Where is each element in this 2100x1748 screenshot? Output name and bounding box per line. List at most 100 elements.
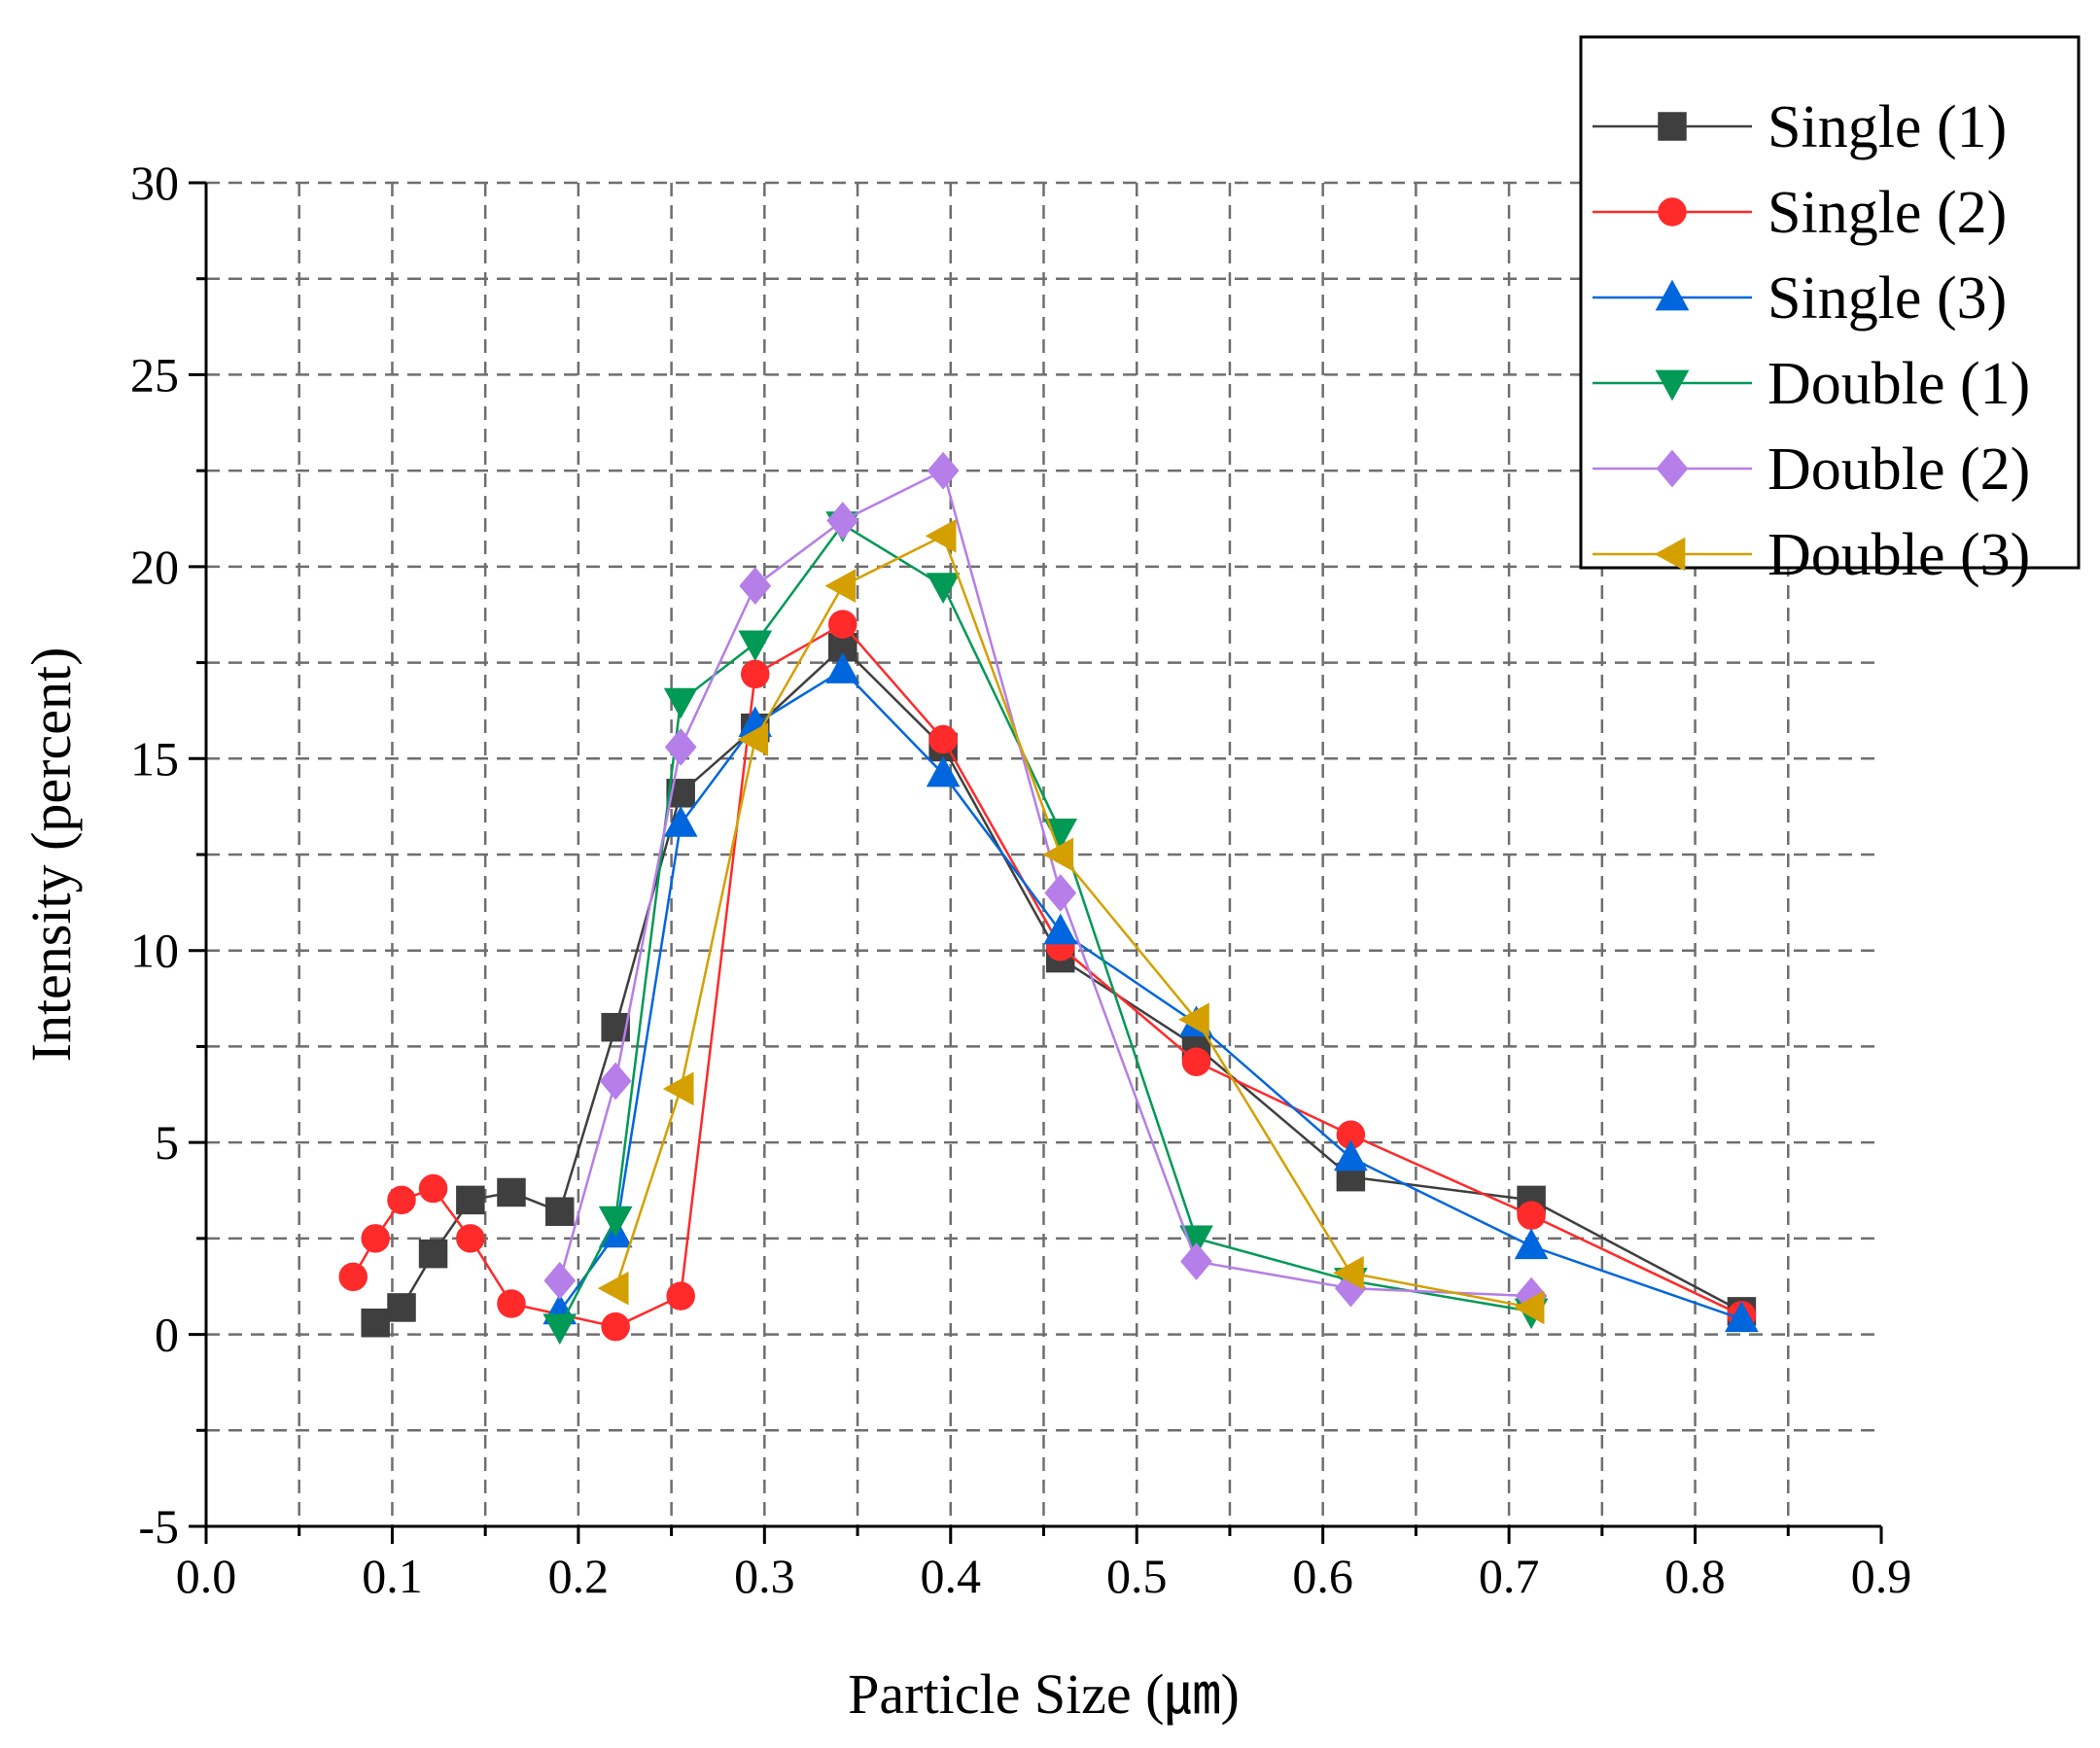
data-point — [827, 610, 858, 639]
data-point — [456, 1224, 485, 1253]
legend-label: Single (3) — [1768, 265, 2007, 332]
legend-item: Single (3) — [1592, 265, 2007, 332]
series-line — [558, 668, 1742, 1320]
x-tick-label: 0.1 — [362, 1549, 423, 1603]
data-point — [825, 652, 860, 683]
data-point — [1517, 1201, 1546, 1230]
y-tick-label: 0 — [155, 1308, 179, 1362]
x-tick-label: 0.2 — [548, 1549, 610, 1603]
y-tick-label: 30 — [130, 156, 179, 210]
y-tick-label: 5 — [155, 1115, 179, 1170]
legend-label: Double (2) — [1768, 437, 2030, 503]
data-point — [1334, 1139, 1368, 1171]
legend-label: Double (1) — [1768, 351, 2030, 417]
legend-marker — [1658, 112, 1687, 141]
x-tick-label: 0.5 — [1106, 1549, 1168, 1603]
legend-marker — [1656, 449, 1689, 488]
legend-marker — [1654, 537, 1686, 572]
x-tick-label: 0.6 — [1292, 1549, 1353, 1603]
data-point — [1043, 913, 1078, 945]
legend-item: Double (2) — [1592, 437, 2030, 503]
data-point — [338, 1262, 368, 1292]
data-point — [925, 518, 957, 553]
x-axis-title: Particle Size (㎛) — [848, 1662, 1240, 1726]
data-point — [737, 722, 769, 756]
y-tick-label: 25 — [130, 347, 179, 402]
y-tick-label: 10 — [130, 924, 179, 978]
data-point — [1333, 1256, 1364, 1290]
legend-label: Double (3) — [1768, 522, 2030, 588]
data-point — [599, 1062, 632, 1101]
series-line — [558, 469, 1532, 1298]
data-point — [663, 806, 698, 837]
data-point — [542, 1313, 578, 1346]
x-tick-label: 0.9 — [1851, 1549, 1912, 1603]
legend-item: Single (2) — [1592, 180, 2007, 246]
legend-item: Double (1) — [1592, 351, 2030, 417]
data-point — [824, 569, 857, 603]
axes: 0.0 0.1 0.2 0.3 0.4 0.5 0.6 0.7 0.8 0.9 -5 0 5 10 15 20… — [130, 156, 1911, 1603]
data-point — [418, 1173, 448, 1204]
legend-marker — [1655, 279, 1690, 311]
data-point — [1181, 1047, 1211, 1076]
data-point — [826, 502, 859, 540]
data-point — [1042, 837, 1074, 872]
data-point — [543, 1261, 577, 1300]
data-point — [664, 728, 697, 766]
data-point — [387, 1293, 416, 1322]
data-point — [926, 755, 961, 787]
data-point — [387, 1185, 416, 1215]
legend-item: Single (1) — [1592, 94, 2007, 160]
legend-marker — [1658, 197, 1687, 227]
legend-label: Single (1) — [1768, 94, 2007, 160]
data-point — [598, 1206, 633, 1238]
x-tick-label: 0.0 — [176, 1549, 237, 1603]
data-point — [739, 567, 772, 605]
data-point — [738, 630, 773, 662]
data-point — [1513, 1290, 1545, 1325]
data-point — [601, 1311, 630, 1342]
series-3 — [542, 652, 1759, 1333]
legend-label: Single (2) — [1768, 180, 2007, 246]
legend-item: Double (3) — [1592, 522, 2030, 588]
data-point — [497, 1289, 526, 1318]
x-tick-label: 0.4 — [921, 1549, 982, 1603]
data-point — [418, 1239, 448, 1269]
y-axis-title: Intensity (percent) — [19, 647, 83, 1063]
series-line — [352, 622, 1742, 1328]
data-point — [1178, 1002, 1209, 1037]
legend: Single (1) Single (2) Single (3) Double (1)… — [1579, 35, 2081, 588]
legend-marker — [1655, 369, 1690, 402]
data-point — [663, 687, 698, 719]
series-6 — [597, 518, 1545, 1325]
series-4 — [542, 511, 1549, 1346]
series-line — [374, 646, 1743, 1324]
data-point — [1725, 1301, 1759, 1333]
data-point — [928, 724, 958, 754]
x-tick-label: 0.7 — [1479, 1549, 1540, 1603]
data-point — [456, 1185, 485, 1215]
data-point — [662, 1071, 694, 1106]
data-point — [361, 1308, 390, 1338]
data-point — [597, 1271, 629, 1306]
data-point — [741, 659, 770, 689]
x-tick-label: 0.3 — [734, 1549, 795, 1603]
x-tick-label: 0.8 — [1664, 1549, 1726, 1603]
data-point — [1180, 1242, 1212, 1280]
data-point — [1514, 1228, 1549, 1260]
data-point — [926, 573, 961, 604]
data-point — [361, 1224, 390, 1253]
series-line — [558, 522, 1532, 1328]
data-point — [1044, 874, 1077, 912]
data-point — [927, 451, 960, 490]
y-tick-label: 20 — [130, 540, 179, 594]
y-tick-label: -5 — [138, 1499, 179, 1554]
data-point — [666, 1281, 695, 1311]
series-2 — [338, 610, 1757, 1342]
series-lines — [338, 451, 1759, 1346]
series-1 — [361, 633, 1757, 1338]
data-point — [497, 1177, 526, 1207]
y-tick-label: 15 — [130, 731, 179, 786]
data-point — [544, 1197, 575, 1226]
